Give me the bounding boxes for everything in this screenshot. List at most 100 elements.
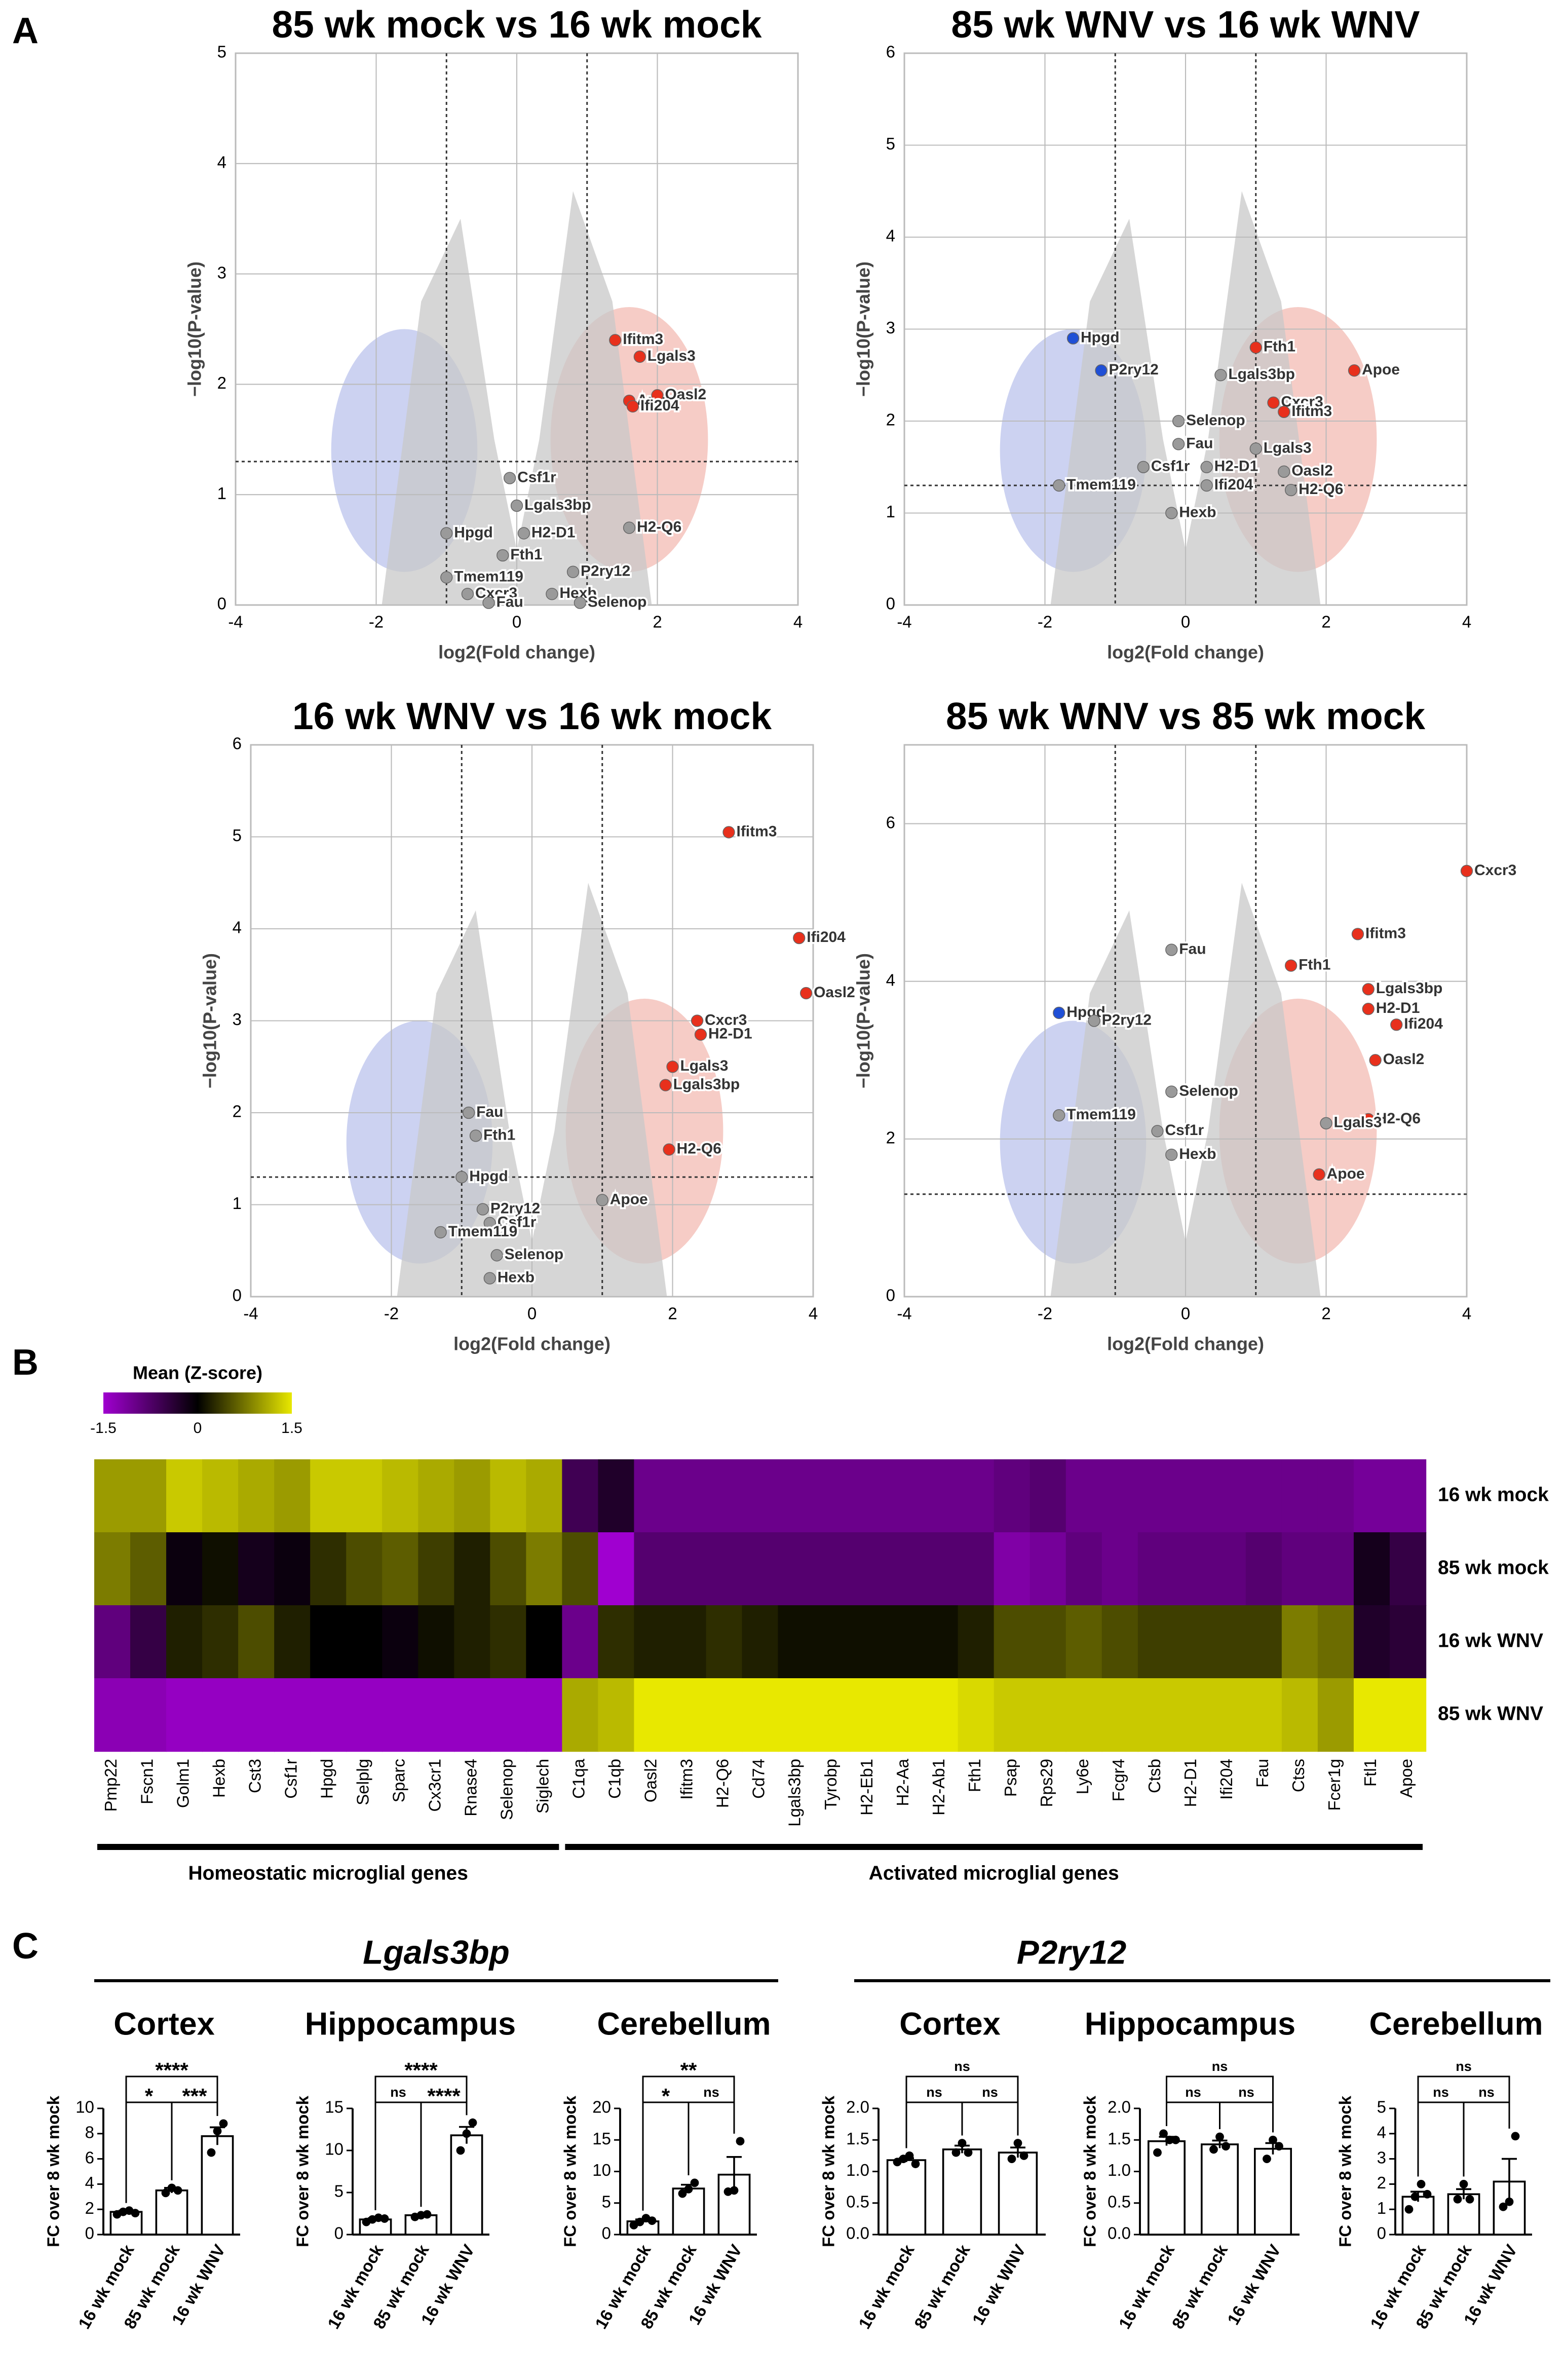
gene-label: Fau	[476, 1104, 503, 1120]
x-tick-label: -2	[1038, 613, 1052, 631]
gene-label: Ifitm3	[1365, 925, 1406, 941]
replicate-point	[958, 2139, 967, 2147]
column-label: H2-D1	[1181, 1759, 1200, 1807]
y-tick-label: 2	[886, 1128, 895, 1147]
replicate-point	[131, 2209, 140, 2218]
significance-label: *	[662, 2084, 670, 2108]
heatmap-cell	[1029, 1459, 1066, 1533]
point-cloud	[1050, 191, 1321, 605]
gene-label: Oasl2	[1291, 463, 1333, 479]
heatmap-cell	[1281, 1532, 1319, 1606]
heatmap-cell	[130, 1532, 167, 1606]
heatmap-cell	[1281, 1605, 1319, 1679]
significance-bracket	[1417, 2075, 1510, 2177]
significance-bracket	[642, 2075, 735, 2211]
gene-label: H2-Q6	[1376, 1110, 1421, 1127]
gene-point	[1200, 461, 1213, 473]
heatmap-cell	[238, 1532, 275, 1606]
column-label: Siglech	[533, 1759, 552, 1814]
x-tick-label: 2	[1321, 613, 1330, 631]
column-label: Psap	[1001, 1759, 1020, 1797]
replicate-point	[1007, 2155, 1016, 2163]
heatmap-cell	[1029, 1605, 1066, 1679]
significance-bracket	[1417, 2101, 1465, 2177]
gene-label: Apoe	[1327, 1165, 1365, 1182]
gene-point	[1088, 1014, 1100, 1027]
section-title: Lgals3bp	[363, 1933, 510, 1971]
heatmap-cell	[922, 1532, 959, 1606]
heatmap-cell	[994, 1532, 1031, 1606]
y-tick-label: 15	[592, 2129, 611, 2148]
gene-point	[1165, 1085, 1178, 1098]
heatmap-cell	[670, 1459, 707, 1533]
gene-point	[1053, 1109, 1065, 1122]
gene-point	[1066, 332, 1080, 345]
heatmap-cell	[886, 1605, 923, 1679]
column-label: Fcer1g	[1325, 1759, 1344, 1811]
heatmap-cell	[1065, 1605, 1102, 1679]
heatmap-cell	[1353, 1605, 1391, 1679]
significance-bracket	[1463, 2101, 1510, 2177]
heatmap-cell	[1173, 1605, 1211, 1679]
heatmap-cell	[1065, 1678, 1102, 1752]
x-axis-label: log2(Fold change)	[1107, 1333, 1264, 1354]
heatmap-cell	[850, 1532, 887, 1606]
gene-label: Csf1r	[1151, 458, 1190, 475]
gene-point	[482, 596, 495, 609]
x-tick-label: -4	[228, 613, 243, 631]
replicate-point	[462, 2129, 471, 2138]
gene-label: H2-Q6	[677, 1141, 721, 1157]
heatmap-cell	[382, 1459, 419, 1533]
y-tick-label: 0	[233, 1286, 242, 1305]
significance-label: ns	[1238, 2085, 1254, 2100]
gene-point	[1137, 461, 1150, 473]
replicate-point	[1505, 2197, 1514, 2206]
replicate-point	[1423, 2189, 1432, 2199]
gene-label: Tmem119	[454, 568, 523, 585]
heatmap-cell	[1245, 1605, 1283, 1679]
heatmap-cell	[634, 1678, 671, 1752]
y-tick-label: 10	[325, 2140, 344, 2159]
column-label: Ifitm3	[677, 1759, 696, 1800]
y-tick-label: 4	[217, 153, 226, 172]
y-tick-label: 0	[1377, 2224, 1386, 2243]
replicate-point	[736, 2137, 745, 2146]
heatmap-cell	[1137, 1678, 1175, 1752]
gene-label: Selenop	[1186, 412, 1245, 429]
y-axis-label: FC over 8 wk mock	[44, 2095, 63, 2247]
gene-point	[483, 1217, 496, 1229]
region-title: Cerebellum	[597, 2007, 771, 2042]
y-tick-label: 0.5	[1108, 2192, 1131, 2211]
significance-bracket	[961, 2101, 1019, 2136]
bar	[998, 2151, 1038, 2236]
x-tick-label: 2	[1321, 1304, 1330, 1323]
gene-label: Fth1	[510, 546, 542, 563]
column-label: Selplg	[353, 1759, 372, 1805]
replicate-point	[1410, 2192, 1420, 2201]
heatmap-cell	[202, 1532, 239, 1606]
heatmap-cell	[742, 1605, 779, 1679]
heatmap-cell	[1101, 1678, 1138, 1752]
gene-label: Csf1r	[498, 1214, 537, 1231]
replicate-point	[161, 2188, 170, 2198]
column-label: Cd74	[749, 1759, 768, 1799]
gene-label: Ifi204	[807, 929, 846, 946]
heatmap-cell	[850, 1678, 887, 1752]
gene-point	[1284, 483, 1298, 497]
heatmap-cell	[994, 1459, 1031, 1533]
gene-label: Ifitm3	[623, 331, 663, 348]
heatmap-cell	[1209, 1678, 1247, 1752]
heatmap-cell	[634, 1459, 671, 1533]
gene-point	[694, 1028, 707, 1041]
gene-label: Tmem119	[448, 1223, 518, 1240]
y-tick-label: 6	[85, 2148, 94, 2167]
replicate-point	[1511, 2132, 1520, 2141]
heatmap-cell	[706, 1605, 743, 1679]
heatmap-cell	[1317, 1459, 1355, 1533]
gene-label: Hexb	[1179, 504, 1216, 520]
heatmap-cell	[418, 1459, 455, 1533]
heatmap-cell	[346, 1678, 383, 1752]
colorbar-tick-label: 1.5	[281, 1420, 302, 1437]
gene-label: Ifi204	[640, 397, 679, 414]
